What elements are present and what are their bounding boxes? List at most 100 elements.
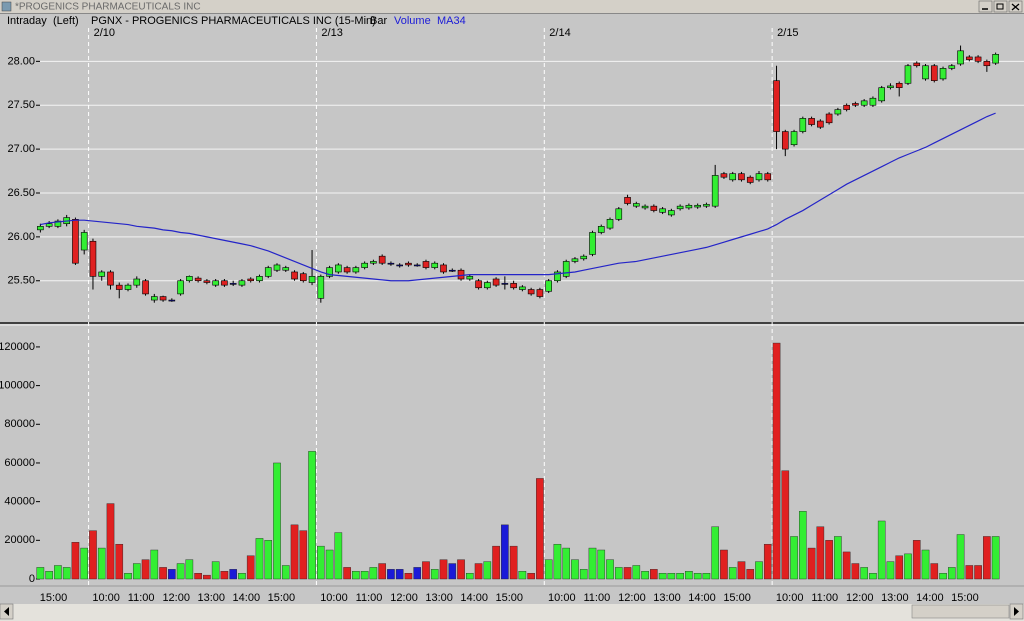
candle-body xyxy=(895,82,903,88)
volume-bar xyxy=(746,569,755,580)
volume-bar xyxy=(422,561,430,580)
candle-body xyxy=(448,269,456,272)
volume-bar xyxy=(54,565,62,580)
volume-bar xyxy=(413,567,422,580)
volume-bar xyxy=(790,536,798,580)
candle-body xyxy=(151,296,158,301)
x-tick-label: 11:00 xyxy=(584,592,611,604)
volume-bar xyxy=(203,574,211,580)
volume-bar xyxy=(369,567,378,580)
y-tick-label: 27.00 xyxy=(7,143,35,155)
candle-body xyxy=(107,271,114,286)
candle-body xyxy=(773,80,780,132)
x-tick-label: 13:00 xyxy=(881,592,909,604)
volume-bar xyxy=(956,534,965,580)
scroll-left-glyph xyxy=(4,607,9,616)
candle-body xyxy=(650,205,658,211)
candle-body xyxy=(659,208,666,213)
candle-body xyxy=(615,208,623,220)
x-tick-label: 10:00 xyxy=(320,592,348,604)
candle-body xyxy=(685,204,693,209)
panel-divider xyxy=(0,322,1024,324)
volume-bar xyxy=(387,569,395,580)
candle-body xyxy=(562,261,570,277)
volume-bar xyxy=(378,563,386,580)
candle-body xyxy=(299,273,307,282)
candle-body xyxy=(466,276,474,280)
minimize-button[interactable] xyxy=(978,0,993,13)
candle-body xyxy=(256,276,263,282)
candle-body xyxy=(378,255,386,264)
volume-bar xyxy=(492,545,500,580)
candle-body xyxy=(694,204,701,208)
x-tick-label: 13:00 xyxy=(198,592,226,604)
scroll-right-glyph xyxy=(1014,607,1019,616)
candle-body xyxy=(80,232,88,251)
candle-body xyxy=(957,50,964,65)
x-tick-label: 12:00 xyxy=(618,592,646,604)
candle-body xyxy=(177,280,184,295)
x-tick-label: 13:00 xyxy=(425,592,453,604)
y-tick-label: 26.50 xyxy=(7,187,35,199)
x-tick-label: 10:00 xyxy=(776,592,804,604)
x-tick-label: 12:00 xyxy=(846,592,874,604)
window-buttons[interactable] xyxy=(978,0,1023,13)
volume-bar xyxy=(974,565,982,580)
x-tick-label: 13:00 xyxy=(653,592,681,604)
volume-bar xyxy=(536,478,544,580)
candle-body xyxy=(413,264,421,267)
candle-body xyxy=(817,120,824,128)
candle-body xyxy=(545,280,552,292)
volume-bar xyxy=(632,565,641,580)
y-tick-label: 60000 xyxy=(4,457,35,469)
volume-bar xyxy=(185,559,194,580)
volume-bar xyxy=(483,561,492,580)
candle-body xyxy=(930,65,938,81)
candle-body xyxy=(668,210,675,216)
scrollbar[interactable] xyxy=(0,604,1024,621)
x-tick-label: 10:00 xyxy=(92,592,120,604)
header-mode: Intraday xyxy=(7,15,47,27)
candle-body xyxy=(755,173,763,181)
volume-bar xyxy=(799,511,807,580)
x-tick-label: 11:00 xyxy=(128,592,155,604)
session-label: 2/15 xyxy=(777,27,798,39)
y-tick-label: 26.00 xyxy=(7,231,35,243)
candle-body xyxy=(746,176,754,183)
volume-bar xyxy=(772,342,781,580)
candle-body xyxy=(168,299,176,302)
volume-bar xyxy=(571,559,579,580)
candle-body xyxy=(492,278,500,286)
volume-bar xyxy=(702,573,711,580)
candle-body xyxy=(825,113,833,124)
x-tick-label: 14:00 xyxy=(460,592,488,604)
candle-body xyxy=(212,280,219,286)
volume-bar xyxy=(693,573,702,580)
volume-bar xyxy=(115,543,124,580)
volume-bar xyxy=(132,563,141,580)
x-tick-label: 15:00 xyxy=(40,592,68,604)
volume-bar xyxy=(667,573,676,580)
restore-button[interactable] xyxy=(993,0,1008,13)
volume-bar xyxy=(220,571,229,580)
candle-body xyxy=(764,173,772,181)
x-tick-label: 12:00 xyxy=(162,592,190,604)
candle-body xyxy=(703,204,710,207)
volume-bar xyxy=(97,547,106,580)
candle-body xyxy=(501,283,509,285)
candle-body xyxy=(98,271,106,277)
volume-bar xyxy=(658,573,667,580)
volume-bar xyxy=(755,561,763,580)
volume-bar xyxy=(650,569,658,580)
candle-body xyxy=(229,283,237,285)
volume-bar xyxy=(395,569,404,580)
x-tick-label: 14:00 xyxy=(688,592,716,604)
scroll-thumb[interactable] xyxy=(911,604,1010,619)
volume-bar xyxy=(466,573,474,580)
volume-bar xyxy=(939,573,947,580)
y-tick-label: 80000 xyxy=(4,418,35,430)
candle-body xyxy=(203,280,211,283)
volume-bar xyxy=(869,573,877,580)
header-axis: (Left) xyxy=(53,15,79,27)
